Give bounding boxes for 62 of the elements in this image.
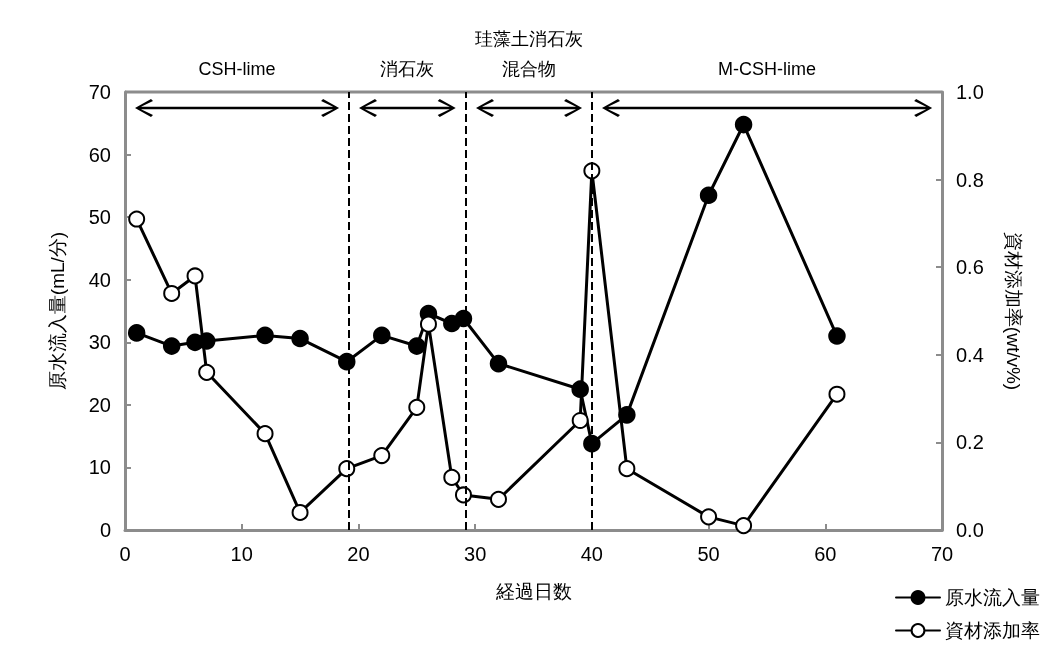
y2-tick-label: 0.2 [956,431,984,454]
y2-axis-title: 資材添加率(wt/v%) [1003,231,1024,391]
point [454,309,473,328]
point [291,503,309,521]
point [338,352,356,371]
point [127,324,146,342]
point [700,508,718,526]
point [828,385,846,403]
point [571,380,589,398]
y2-tick-label: 1.0 [956,81,984,103]
y-axis-title: 原水流入量(mL/分) [47,231,68,391]
point [256,425,274,443]
point [198,363,216,381]
point [186,267,204,285]
point [373,326,391,345]
point [583,434,601,453]
point [408,398,426,416]
x-tick-label: 30 [464,543,487,565]
text: M-CSH-lime [717,59,816,79]
point [699,186,718,204]
point [128,210,146,228]
x-tick-label: 40 [580,543,603,565]
point [291,329,309,348]
legend-label: 原水流入量 [945,587,1040,608]
y-tick-label: 0 [99,519,111,541]
x-tick-label: 60 [814,543,837,565]
y-tick-label: 40 [88,268,111,291]
y2-tick-label: 0.0 [956,519,984,541]
point [419,315,437,333]
y-tick-label: 70 [88,81,111,103]
text: 珪藻土消石灰混合物 [474,29,583,79]
x-tick-label: 0 [119,543,131,565]
point [490,490,507,508]
point [734,115,753,134]
text: 消石灰 [380,59,435,79]
y2-tick-label: 0.8 [956,168,984,191]
point [618,406,636,424]
point [828,327,846,345]
y2-tick-label: 0.6 [956,256,984,279]
y-tick-label: 30 [88,331,111,354]
point [162,337,181,355]
x-tick-label: 20 [347,543,370,565]
point [489,354,508,373]
point [735,517,753,535]
point [571,412,589,429]
y-tick-label: 10 [88,456,111,479]
x-tick-label: 70 [930,543,954,565]
text: CSH-lime [198,59,276,79]
y-tick-label: 60 [88,143,111,166]
point [618,460,636,478]
y2-tick-label: 0.4 [956,343,984,366]
x-tick-label: 50 [697,543,720,565]
point [443,468,461,486]
point [256,326,274,345]
point [373,447,391,465]
x-tick-label: 10 [230,543,253,565]
point [408,337,426,355]
point [163,284,181,302]
legend-label: 資材添加率 [945,620,1040,641]
y-tick-label: 50 [88,206,111,229]
y-tick-label: 20 [88,393,111,416]
x-axis-title: 経過日数 [494,581,572,602]
